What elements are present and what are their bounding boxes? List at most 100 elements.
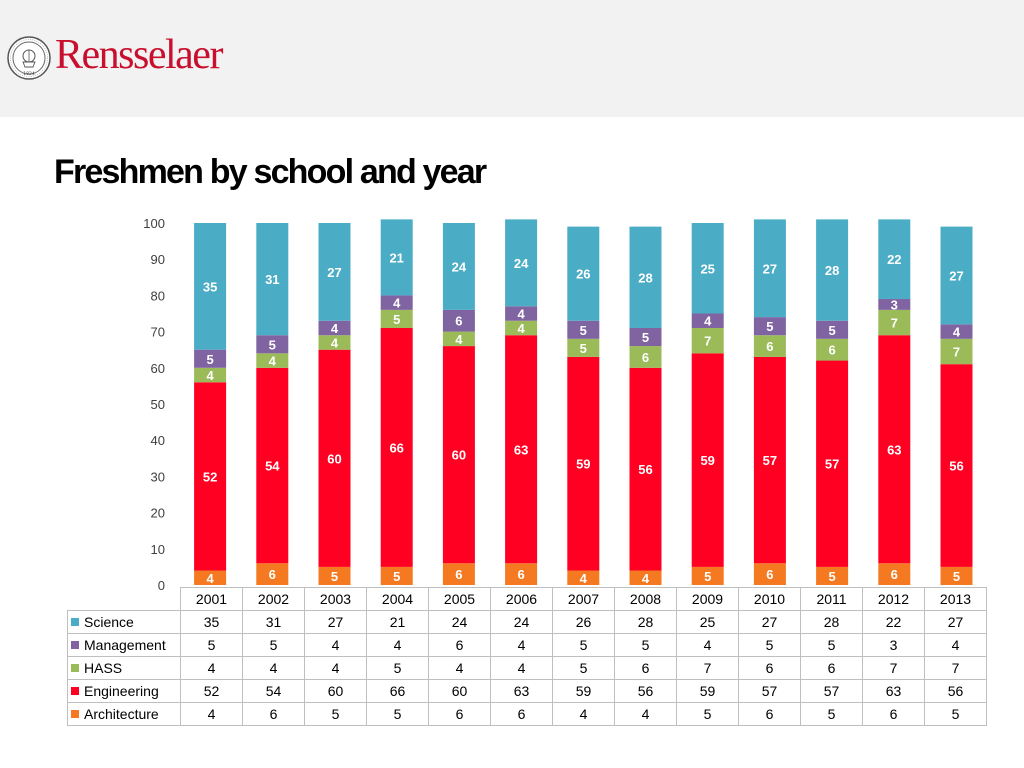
- y-tick-label: 0: [158, 578, 165, 593]
- chart-data-table: 2001 2002 2003 2004 2005 2006 2007 2008 2009 2010…: [67, 587, 987, 726]
- data-label-hass: 5: [580, 341, 587, 356]
- table-cell: 5: [304, 702, 367, 726]
- data-label-management: 4: [331, 321, 339, 336]
- bar-segment-hass: [380, 309, 413, 328]
- legend-label: Engineering: [84, 683, 159, 699]
- table-cell: 4: [304, 656, 367, 680]
- table-cell: 4: [614, 702, 677, 726]
- table-cell: 6: [428, 633, 491, 657]
- y-tick-label: 70: [151, 325, 165, 340]
- bar-segment-engineering: [505, 335, 538, 564]
- data-label-management: 5: [828, 323, 835, 338]
- bar-segment-management: [753, 317, 786, 336]
- y-tick-label: 80: [151, 288, 165, 303]
- legend-swatch: [71, 664, 79, 672]
- table-cell: 4: [366, 633, 429, 657]
- bar-segment-science: [940, 226, 973, 325]
- y-tick-label: 90: [151, 252, 165, 267]
- bar-segment-engineering: [753, 356, 786, 564]
- data-label-engineering: 56: [949, 459, 963, 474]
- table-cell: 6: [614, 656, 677, 680]
- data-label-science: 31: [265, 272, 279, 287]
- legend-swatch: [71, 641, 79, 649]
- table-cell: 4: [242, 656, 305, 680]
- y-tick-label: 40: [151, 433, 165, 448]
- bar-segment-architecture: [380, 566, 413, 585]
- bar-segment-hass: [753, 335, 786, 357]
- table-cell: 4: [490, 633, 553, 657]
- bar-segment-engineering: [442, 346, 475, 564]
- brand-wordmark: Rensselaer: [55, 32, 223, 78]
- data-label-science: 27: [949, 268, 963, 283]
- legend-label: HASS: [84, 660, 123, 676]
- table-cell: 5: [676, 702, 739, 726]
- x-tick-label: 2013: [924, 587, 987, 611]
- data-label-hass: 6: [828, 343, 835, 358]
- table-cell: 5: [800, 702, 863, 726]
- table-cell: 59: [676, 679, 739, 703]
- bar-segment-engineering: [940, 364, 973, 567]
- bar-segment-architecture: [940, 566, 973, 585]
- data-label-architecture: 6: [455, 567, 462, 582]
- bar-segment-engineering: [816, 360, 849, 567]
- x-tick-label: 2011: [800, 587, 863, 611]
- data-label-architecture: 5: [393, 569, 400, 584]
- bar-segment-science: [629, 226, 662, 328]
- bar-segment-management: [194, 349, 227, 368]
- table-cell: 63: [490, 679, 553, 703]
- bar-segment-management: [691, 313, 724, 328]
- data-label-management: 5: [766, 319, 773, 334]
- legend-label: Science: [84, 614, 134, 630]
- bar-stack-2010: 6 57 6 5 27: [753, 219, 786, 585]
- data-label-science: 25: [700, 261, 714, 276]
- data-label-management: 4: [517, 307, 525, 322]
- table-body: Science 35 31 27 21 24 24 26 28 25 27 28 22 27 Managem…: [67, 610, 987, 726]
- legend-label: Management: [84, 637, 166, 653]
- data-label-management: 6: [455, 314, 462, 329]
- bar-segment-hass: [816, 338, 849, 361]
- bar-stack-2005: 6 60 4 6 24: [442, 223, 475, 585]
- data-label-engineering: 59: [576, 457, 590, 472]
- table-cell: 60: [428, 679, 491, 703]
- bar-segment-architecture: [629, 570, 662, 585]
- bar-segment-hass: [878, 309, 911, 336]
- bar-segment-hass: [940, 338, 973, 365]
- data-label-science: 28: [825, 263, 839, 278]
- bar-segment-architecture: [505, 563, 538, 585]
- table-cell: 4: [676, 633, 739, 657]
- table-cell: 7: [676, 656, 739, 680]
- data-label-architecture: 5: [953, 569, 960, 584]
- bar-segment-engineering: [629, 367, 662, 571]
- table-cell: 4: [180, 656, 243, 680]
- table-cell: 6: [800, 656, 863, 680]
- table-cell: 57: [800, 679, 863, 703]
- bar-segment-architecture: [256, 563, 289, 585]
- bar-segment-architecture: [878, 563, 911, 585]
- bar-segment-engineering: [878, 335, 911, 564]
- data-label-hass: 4: [517, 321, 525, 336]
- data-label-science: 28: [638, 270, 652, 285]
- bar-segment-engineering: [567, 356, 600, 571]
- data-label-management: 4: [393, 296, 401, 311]
- legend-swatch: [71, 687, 79, 695]
- table-cell: 27: [304, 610, 367, 634]
- data-label-engineering: 54: [265, 459, 280, 474]
- table-cell: 22: [862, 610, 925, 634]
- legend-entry: HASS: [67, 656, 181, 680]
- table-cell: 5: [614, 633, 677, 657]
- table-corner: [67, 587, 181, 611]
- table-row-engineering: Engineering 52 54 60 66 60 63 59 56 59 57 57 63 56: [67, 679, 987, 703]
- bar-segment-management: [816, 320, 849, 339]
- table-cell: 6: [428, 702, 491, 726]
- data-label-science: 27: [327, 265, 341, 280]
- bar-segment-architecture: [442, 563, 475, 585]
- x-tick-label: 2012: [862, 587, 925, 611]
- data-label-hass: 7: [704, 334, 711, 349]
- bar-stack-2003: 5 60 44 27: [318, 223, 351, 585]
- data-label-science: 27: [763, 261, 777, 276]
- bar-segment-hass: [567, 338, 600, 357]
- data-label-management: 5: [269, 337, 276, 352]
- x-tick-label: 2007: [552, 587, 615, 611]
- bar-stack-2012: 6 63 7 3 22: [878, 219, 911, 585]
- bar-segment-management: [380, 295, 413, 310]
